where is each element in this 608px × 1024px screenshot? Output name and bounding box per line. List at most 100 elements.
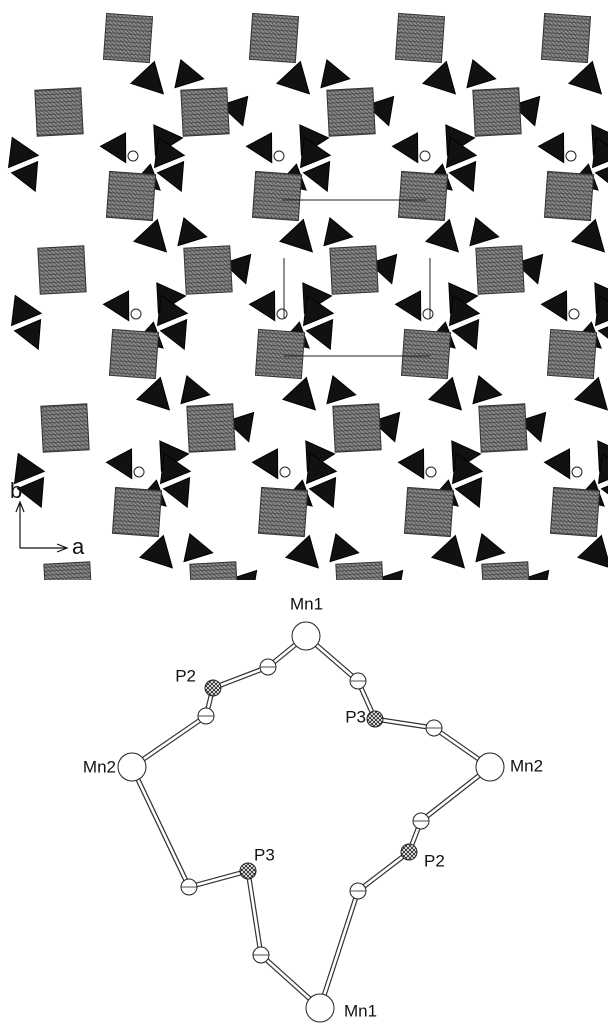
octahedron [333, 404, 381, 452]
octahedron [482, 562, 530, 610]
tetrahedron [313, 55, 350, 89]
atom-label: P2 [424, 851, 445, 870]
octahedron [103, 13, 152, 62]
axis-label-b: b [10, 478, 22, 503]
tetrahedron [422, 57, 462, 94]
tetrahedron [319, 371, 356, 405]
octahedron [473, 88, 521, 136]
tetrahedron [173, 371, 210, 405]
atom [566, 151, 576, 161]
p-atom [367, 711, 383, 727]
octahedron [404, 487, 453, 536]
mn-atom [292, 622, 320, 650]
octahedron [401, 329, 450, 378]
tetrahedron [591, 605, 608, 643]
octahedron [112, 487, 161, 536]
tetrahedron [282, 373, 322, 410]
atom-label: P2 [175, 666, 196, 685]
octahedron [544, 171, 593, 220]
tetrahedron [170, 213, 207, 247]
tetrahedron [468, 529, 505, 563]
tetrahedron [316, 213, 353, 247]
octahedron [44, 562, 92, 610]
tetrahedron [588, 590, 608, 631]
bond-inner [189, 871, 248, 887]
tetrahedron [458, 627, 497, 665]
atom [280, 467, 290, 477]
octahedron [252, 171, 301, 220]
tetrahedron [0, 131, 38, 169]
bond-inner [248, 871, 261, 955]
tetrahedron [20, 627, 59, 665]
tetrahedron [142, 636, 174, 664]
tetrahedron [176, 529, 213, 563]
atom-label: Mn1 [290, 594, 323, 613]
tetrahedron [150, 590, 192, 631]
octahedron [330, 246, 378, 294]
octahedron [398, 171, 447, 220]
tetrahedron [465, 371, 502, 405]
octahedron [249, 13, 298, 62]
polyhedra-structure [0, 13, 608, 665]
octahedron [258, 487, 307, 536]
atom [572, 467, 582, 477]
tetrahedron [428, 373, 468, 410]
tetrahedron [130, 57, 170, 94]
tetrahedron [547, 600, 586, 637]
atom [277, 309, 287, 319]
octahedron [476, 246, 524, 294]
octahedron [190, 562, 238, 610]
tetrahedron [276, 57, 316, 94]
atom [134, 467, 144, 477]
octahedron [327, 88, 375, 136]
mn-atom [476, 753, 504, 781]
tetrahedron [255, 600, 294, 637]
atom [420, 151, 430, 161]
atom-label: P3 [345, 707, 366, 726]
atom [426, 467, 436, 477]
atom [569, 309, 579, 319]
bond-inner [132, 767, 189, 887]
tetrahedron [425, 215, 465, 252]
tetrahedron [285, 531, 325, 568]
mn-atom [118, 753, 146, 781]
p-atom [240, 863, 256, 879]
octahedron [395, 13, 444, 62]
tetrahedron [459, 55, 496, 89]
tetrahedron [153, 605, 193, 643]
octahedron [181, 88, 229, 136]
bond-inner [375, 719, 434, 728]
tetrahedron [604, 627, 608, 665]
atom-label: Mn2 [83, 757, 116, 776]
tetrahedron [109, 600, 148, 637]
tetrahedron [167, 55, 204, 89]
mn-atom [306, 994, 334, 1022]
tetrahedron [133, 215, 173, 252]
atom [429, 625, 439, 635]
tetrahedron [322, 529, 359, 563]
figure: b a Mn1P3Mn2P2Mn1P3Mn2P2 [0, 0, 608, 1024]
bond-inner [213, 667, 268, 688]
octahedron [541, 13, 590, 62]
atom [131, 309, 141, 319]
octahedron [187, 404, 235, 452]
octahedron [184, 246, 232, 294]
tetrahedron [166, 627, 205, 665]
atom-label: Mn1 [344, 1001, 377, 1020]
tetrahedron [442, 590, 484, 631]
octahedron [109, 329, 158, 378]
atom [128, 151, 138, 161]
octahedron [479, 404, 527, 452]
octahedron [255, 329, 304, 378]
octahedron [41, 404, 89, 452]
octahedron [336, 562, 384, 610]
tetrahedron [580, 636, 608, 664]
bond-inner [358, 852, 409, 891]
tetrahedron [401, 600, 440, 637]
atom [274, 151, 284, 161]
tetrahedron [136, 373, 176, 410]
tetrahedron [7, 605, 47, 643]
octahedron [106, 171, 155, 220]
bond-inner [320, 891, 358, 1008]
octahedron [38, 246, 86, 294]
